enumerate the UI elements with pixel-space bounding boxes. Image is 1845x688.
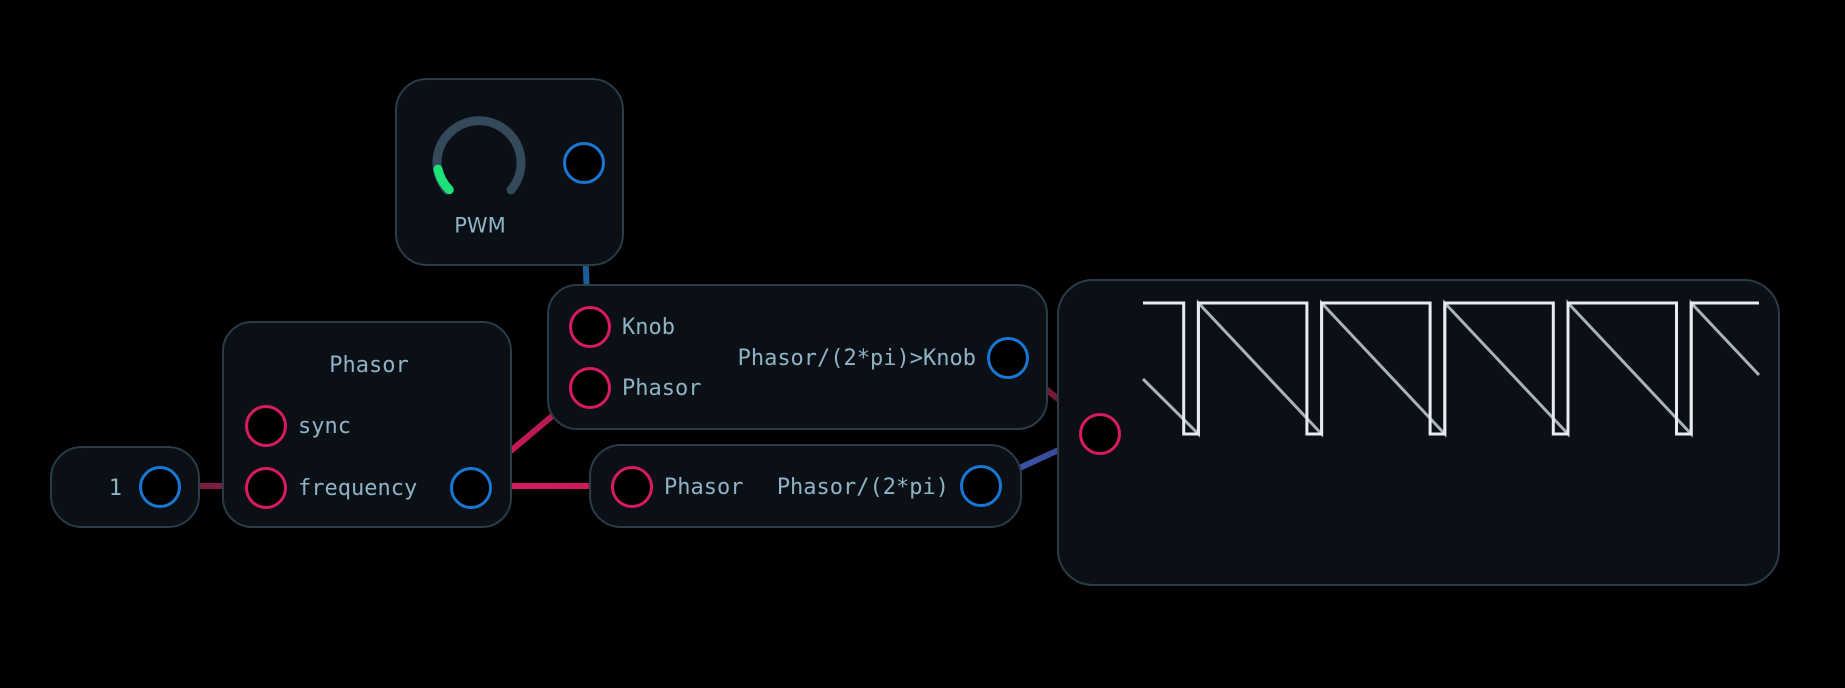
scope-node[interactable] xyxy=(1057,279,1780,586)
scope-input-port[interactable] xyxy=(1079,413,1121,455)
divide-output-port[interactable] xyxy=(960,465,1002,507)
divide-node[interactable]: Phasor Phasor/(2*pi) xyxy=(589,444,1022,528)
scope-sawtooth-trace xyxy=(1141,299,1761,438)
compare-phasor-label: Phasor xyxy=(622,376,702,401)
scope-display xyxy=(1141,299,1761,438)
scope-square-trace xyxy=(1143,301,1759,436)
phasor-output-port[interactable] xyxy=(450,467,492,509)
compare-node[interactable]: Knob Phasor Phasor/(2*pi)>Knob xyxy=(547,284,1048,430)
constant-output-port[interactable] xyxy=(139,466,181,508)
phasor-sync-label: sync xyxy=(298,414,351,439)
phasor-node[interactable]: Phasor sync frequency xyxy=(222,321,512,528)
phasor-frequency-port[interactable] xyxy=(245,467,287,509)
knob-value-arc xyxy=(433,164,454,195)
divide-input-label: Phasor xyxy=(664,475,744,500)
divide-output-label: Phasor/(2*pi) xyxy=(776,475,949,500)
compare-knob-label: Knob xyxy=(622,315,675,340)
constant-value: 1 xyxy=(108,476,122,501)
pwm-knob[interactable] xyxy=(397,80,626,268)
constant-node[interactable]: 1 xyxy=(50,446,200,528)
divide-phasor-port[interactable] xyxy=(611,466,653,508)
phasor-sync-port[interactable] xyxy=(245,405,287,447)
phasor-title: Phasor xyxy=(329,353,409,378)
phasor-frequency-label: frequency xyxy=(298,476,418,501)
compare-knob-port[interactable] xyxy=(569,306,611,348)
compare-phasor-port[interactable] xyxy=(569,367,611,409)
compare-output-label: Phasor/(2*pi)>Knob xyxy=(737,346,976,371)
pwm-knob-output-port[interactable] xyxy=(563,142,605,184)
compare-output-port[interactable] xyxy=(987,337,1029,379)
knob-track xyxy=(432,116,526,195)
pwm-label: PWM xyxy=(454,213,506,238)
pwm-knob-node[interactable]: PWM xyxy=(395,78,624,266)
